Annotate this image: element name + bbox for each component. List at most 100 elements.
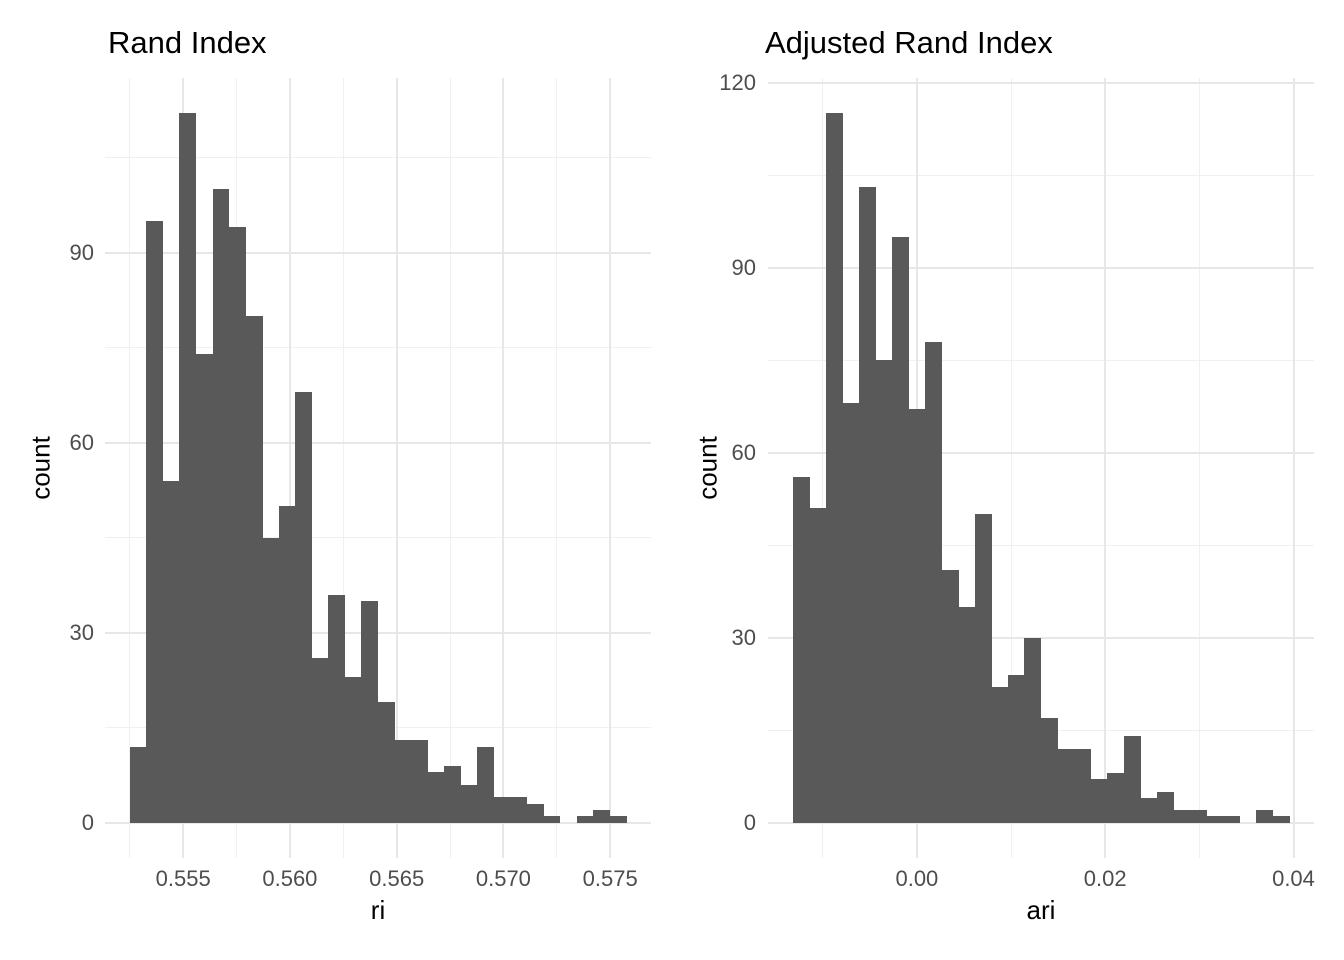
y-minor-gridline <box>768 174 1314 176</box>
x-tick-label: 0.555 <box>155 866 211 891</box>
histogram-bar <box>958 606 976 823</box>
left-x-axis-title: ri <box>370 895 386 925</box>
histogram-bar <box>825 113 843 823</box>
x-minor-gridline <box>342 78 344 858</box>
histogram-bar <box>262 537 280 823</box>
histogram-bar <box>925 341 943 823</box>
y-tick-label: 90 <box>69 239 94 265</box>
histogram-bar <box>1041 717 1058 823</box>
right-plot-title: Adjusted Rand Index <box>765 25 1053 60</box>
histogram-bar <box>427 771 445 823</box>
y-major-gridline <box>105 251 651 254</box>
y-tick-label: 60 <box>731 439 756 465</box>
x-minor-gridline <box>1010 78 1012 858</box>
histogram-bar <box>129 746 147 823</box>
histogram-bar <box>859 187 876 823</box>
y-minor-gridline <box>105 537 651 539</box>
histogram-bar <box>576 816 594 823</box>
x-major-gridline <box>288 78 291 858</box>
x-minor-gridline <box>822 78 824 858</box>
y-tick-label: 0 <box>81 809 94 835</box>
histogram-bar <box>1223 816 1240 823</box>
histogram-bar <box>328 594 346 823</box>
histogram-bar <box>1272 816 1290 823</box>
y-minor-gridline <box>768 544 1314 546</box>
histogram-bar <box>510 797 528 823</box>
histogram-bar <box>361 600 379 823</box>
histogram-bar <box>1173 810 1191 823</box>
histogram-bar <box>378 702 395 823</box>
y-major-gridline <box>105 441 651 444</box>
y-tick-label: 120 <box>719 69 756 95</box>
histogram-bar <box>278 505 296 823</box>
y-tick-label: 30 <box>69 619 94 645</box>
histogram-bar <box>908 409 926 823</box>
x-tick-label: 0.565 <box>369 866 425 891</box>
histogram-bar <box>1140 797 1158 823</box>
histogram-bar <box>1107 773 1125 823</box>
histogram-bar <box>974 514 992 823</box>
y-major-gridline <box>768 81 1314 84</box>
histogram-bar <box>146 221 164 823</box>
histogram-bar <box>311 657 329 823</box>
x-major-gridline <box>1292 78 1295 858</box>
histogram-bar <box>593 809 611 823</box>
histogram-bar <box>245 316 263 823</box>
x-major-gridline <box>1104 78 1107 858</box>
histogram-bar <box>162 480 180 823</box>
histogram-bar <box>195 354 213 823</box>
y-tick-label: 90 <box>731 254 756 280</box>
x-tick-label: 0.560 <box>262 866 318 891</box>
histogram-bar <box>493 797 511 823</box>
histogram-bar <box>460 784 478 823</box>
histogram-bar <box>875 360 893 823</box>
histogram-bar <box>991 686 1009 823</box>
histogram-bar <box>543 816 561 823</box>
left-plot-title: Rand Index <box>108 25 267 60</box>
histogram-bar <box>526 803 544 823</box>
histogram-bar <box>295 392 313 823</box>
x-minor-gridline <box>129 78 131 858</box>
histogram-bar <box>792 477 810 823</box>
histogram-bar <box>344 676 362 823</box>
histogram-bar <box>1024 637 1042 823</box>
y-minor-gridline <box>105 347 651 349</box>
histogram-bar <box>212 189 230 823</box>
x-tick-label: 0.570 <box>475 866 531 891</box>
x-major-gridline <box>609 78 612 858</box>
histogram-bar <box>892 236 909 823</box>
histogram-bar <box>444 765 462 823</box>
y-major-gridline <box>768 451 1314 454</box>
histogram-bar <box>1074 748 1091 823</box>
histogram-bar <box>1189 810 1207 823</box>
y-minor-gridline <box>768 359 1314 361</box>
histogram-bar <box>941 569 959 823</box>
x-minor-gridline <box>1198 78 1200 858</box>
x-minor-gridline <box>556 78 558 858</box>
x-tick-label: 0.00 <box>895 866 939 891</box>
histogram-bar <box>1090 779 1108 823</box>
x-minor-gridline <box>449 78 451 858</box>
x-major-gridline <box>502 78 505 858</box>
y-major-gridline <box>768 266 1314 269</box>
histogram-bar <box>394 740 412 823</box>
y-tick-label: 30 <box>731 624 756 650</box>
histogram-bar <box>842 403 860 823</box>
x-major-gridline <box>395 78 398 858</box>
x-tick-label: 0.02 <box>1083 866 1127 891</box>
y-tick-label: 0 <box>743 809 756 835</box>
histogram-bar <box>1123 736 1141 823</box>
y-minor-gridline <box>105 157 651 159</box>
histogram-bar <box>1057 748 1075 823</box>
histogram-bar <box>1156 791 1174 823</box>
histogram-bar <box>1007 674 1025 823</box>
y-tick-label: 60 <box>69 429 94 455</box>
histogram-bar <box>1206 816 1224 823</box>
x-tick-label: 0.04 <box>1272 866 1315 891</box>
histogram-bar <box>477 746 495 823</box>
histogram-bar <box>1256 810 1273 823</box>
histogram-bar <box>809 508 827 823</box>
histogram-bar <box>411 740 428 823</box>
x-tick-label: 0.575 <box>582 866 638 891</box>
